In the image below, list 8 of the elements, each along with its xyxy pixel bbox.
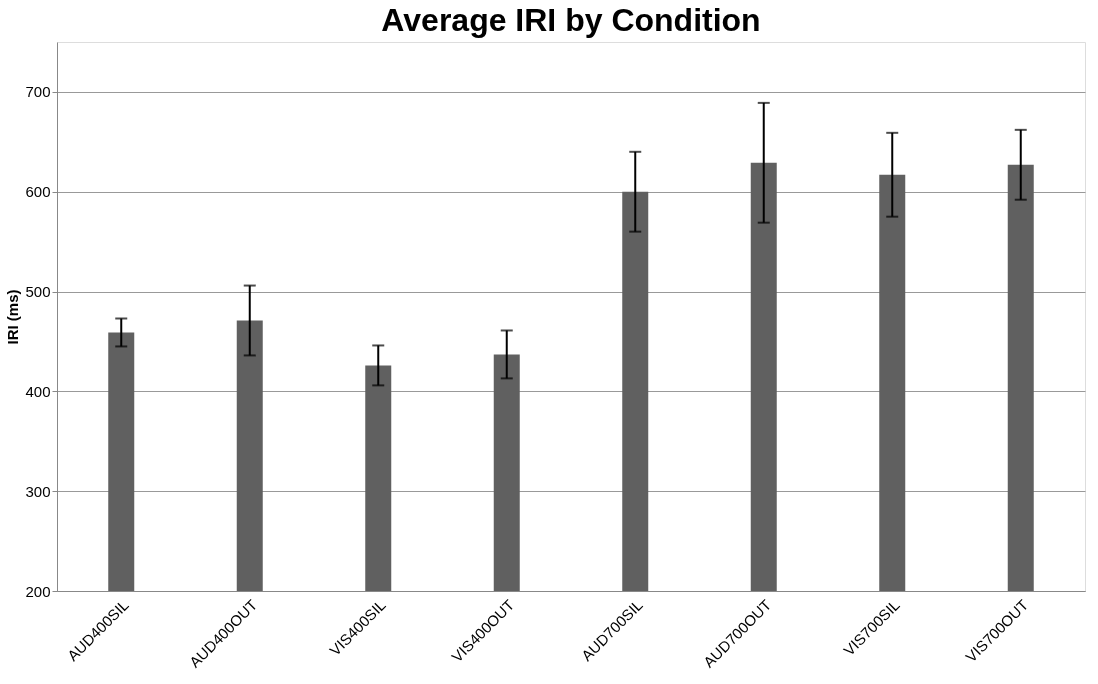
y-tick-label: 500 bbox=[25, 283, 51, 301]
y-tick-label: 300 bbox=[25, 482, 51, 500]
y-tick-label: 200 bbox=[25, 582, 51, 600]
chart-title: Average IRI by Condition bbox=[381, 2, 761, 38]
y-axis-title: IRI (ms) bbox=[4, 289, 22, 345]
y-tick-label: 400 bbox=[25, 382, 51, 400]
y-tick-label: 700 bbox=[25, 83, 51, 101]
y-tick-label: 600 bbox=[25, 183, 51, 201]
